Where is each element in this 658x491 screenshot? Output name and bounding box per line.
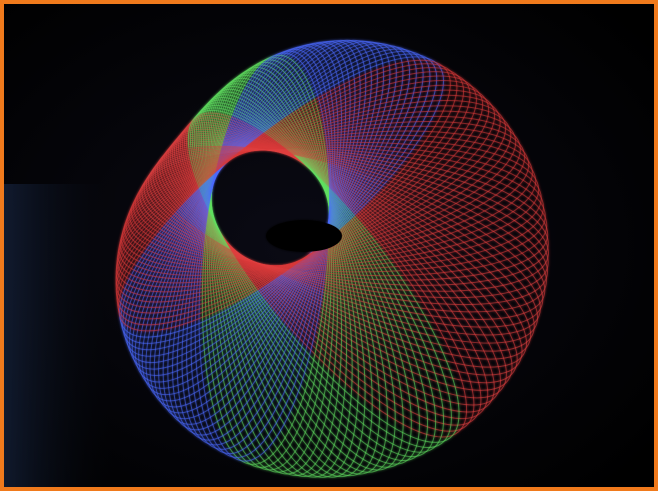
light-ring — [143, 149, 549, 292]
light-ring — [148, 148, 548, 306]
light-ring — [169, 130, 518, 384]
light-ring — [119, 110, 517, 276]
light-ring — [118, 105, 512, 280]
light-ring — [117, 100, 507, 284]
light-ring — [137, 148, 548, 277]
light-painting-photo — [4, 4, 654, 487]
light-ring — [116, 89, 496, 293]
light-ring — [145, 148, 549, 299]
light-ring — [141, 149, 549, 286]
light-ring — [150, 147, 547, 313]
background-shade — [4, 184, 124, 487]
spirograph-rings — [115, 39, 549, 478]
light-ring — [139, 149, 549, 281]
light-ring — [167, 133, 523, 376]
light-ring — [163, 137, 532, 360]
light-ring — [152, 145, 546, 320]
light-ring — [165, 135, 528, 368]
light-ring — [116, 94, 501, 288]
dark-center — [266, 220, 342, 252]
